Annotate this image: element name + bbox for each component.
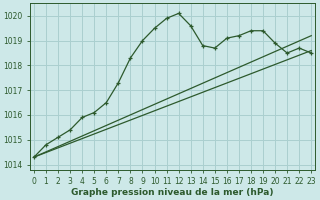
X-axis label: Graphe pression niveau de la mer (hPa): Graphe pression niveau de la mer (hPa) [71, 188, 274, 197]
